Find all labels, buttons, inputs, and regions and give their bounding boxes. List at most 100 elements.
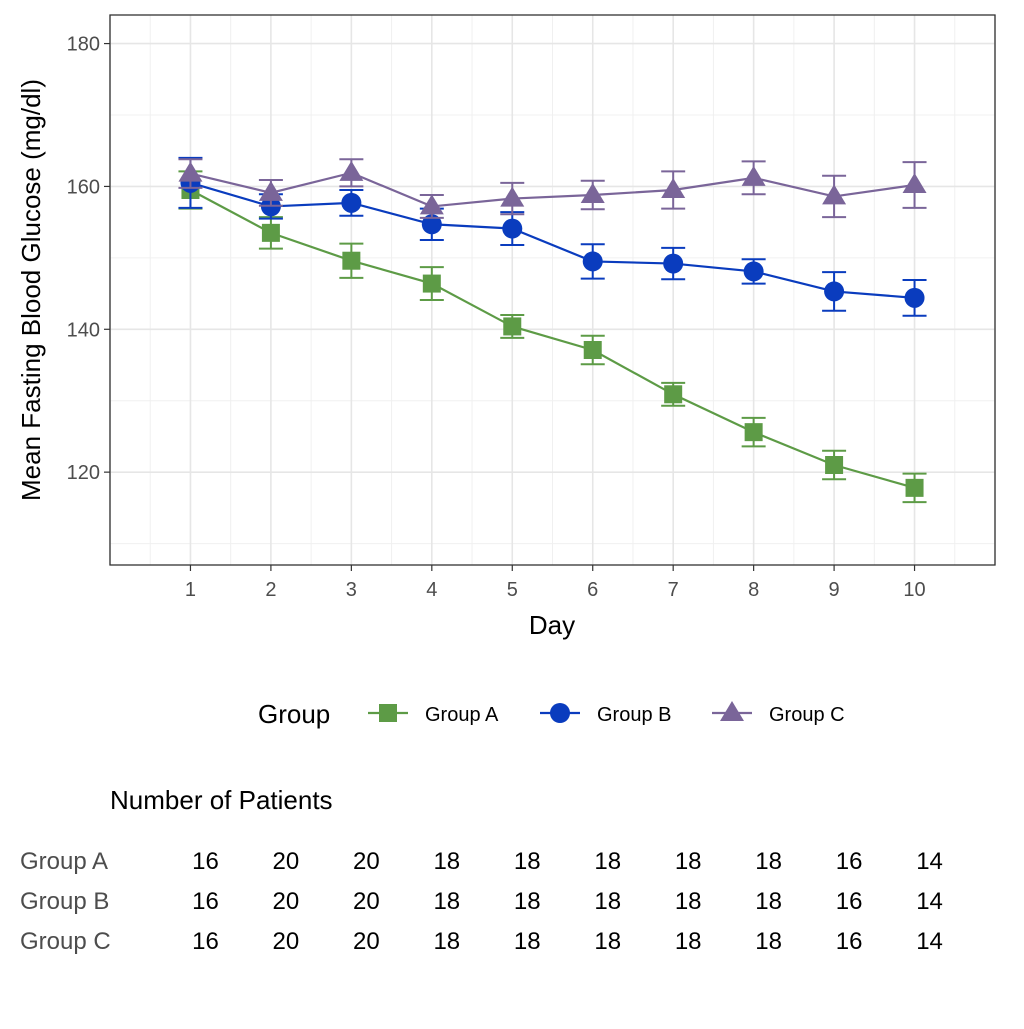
series-group-b [178, 156, 927, 317]
data-point-group-a [664, 385, 683, 404]
x-tick-label: 6 [587, 579, 598, 601]
patient-count-row: Group C 16 20 20 18 18 18 18 18 16 14 [20, 928, 943, 955]
data-point-group-b [904, 287, 925, 308]
legend-item-group-c: Group C [712, 701, 845, 726]
data-point-group-a [744, 423, 763, 442]
patient-count-cell: 18 [594, 928, 621, 955]
legend-label: Group B [597, 704, 671, 726]
patient-count-cell: 18 [675, 928, 702, 955]
x-tick-label: 7 [668, 579, 679, 601]
data-point-group-a [825, 456, 844, 474]
series-group-c [178, 158, 927, 219]
patient-count-cell: 18 [755, 888, 782, 915]
legend-item-group-b: Group B [540, 703, 671, 726]
patient-count-cell: 18 [675, 888, 702, 915]
data-point-group-c [580, 183, 605, 203]
series-layer [178, 156, 927, 504]
patient-count-cell: 14 [916, 888, 943, 915]
legend-key-marker [379, 704, 397, 722]
patient-count-table-title: Number of Patients [110, 785, 333, 815]
data-point-group-c [258, 180, 283, 201]
x-tick-label: 5 [507, 579, 518, 601]
legend-items: Group A Group B Group C [368, 701, 845, 726]
patient-count-cell: 18 [514, 848, 541, 875]
data-point-group-c [500, 186, 525, 207]
patient-count-cell: 18 [433, 888, 460, 915]
y-tick-label: 140 [67, 319, 100, 341]
data-point-group-b [743, 261, 764, 282]
patient-count-row: Group A 16 20 20 18 18 18 18 18 16 14 [20, 848, 943, 875]
plot-panel-border [109, 14, 996, 566]
patient-count-cell: 18 [433, 848, 460, 875]
data-point-group-b [341, 192, 362, 213]
patient-count-row-label: Group C [20, 928, 111, 955]
patient-count-cell: 18 [755, 928, 782, 955]
x-tick-label: 10 [903, 579, 925, 601]
series-line-group-a [189, 189, 915, 489]
patient-count-cell: 18 [514, 928, 541, 955]
patient-count-cell: 16 [836, 888, 863, 915]
legend-label: Group A [425, 704, 499, 726]
patient-count-row-label: Group A [20, 848, 108, 875]
y-tick-label: 120 [67, 462, 100, 484]
series-line-group-b [190, 181, 915, 299]
patient-count-cell: 20 [273, 888, 300, 915]
y-tick-label: 180 [67, 34, 100, 56]
patient-count-cell: 16 [836, 928, 863, 955]
patient-count-cell: 16 [192, 928, 219, 955]
patient-count-cell: 14 [916, 848, 943, 875]
x-axis-title: Day [529, 610, 575, 640]
data-point-group-a [503, 317, 522, 336]
patient-count-cell: 20 [353, 888, 380, 915]
patient-count-cell: 20 [273, 848, 300, 875]
patient-count-row: Group B 16 20 20 18 18 18 18 18 16 14 [20, 888, 943, 915]
x-tick-label: 2 [265, 579, 276, 601]
patient-count-cell: 18 [594, 848, 621, 875]
data-point-group-a [261, 223, 280, 242]
data-point-group-b [502, 218, 523, 239]
x-tick-label: 9 [829, 579, 840, 601]
axis-layer: 1 2 3 4 5 6 7 8 9 10 120 140 160 180 [67, 34, 926, 601]
x-tick-label: 8 [748, 579, 759, 601]
patient-count-cell: 20 [353, 848, 380, 875]
y-tick-label: 160 [67, 176, 100, 198]
legend-label: Group C [769, 704, 845, 726]
legend-item-group-a: Group A [368, 704, 499, 726]
data-point-group-c [822, 184, 847, 205]
data-point-group-c [178, 161, 203, 182]
data-point-group-b [421, 214, 442, 235]
patient-count-cell: 18 [594, 888, 621, 915]
x-tick-label: 3 [346, 579, 357, 601]
patient-count-cell: 20 [273, 928, 300, 955]
patient-count-row-label: Group B [20, 888, 109, 915]
legend-key-marker [550, 703, 570, 723]
legend-title: Group [258, 699, 330, 729]
data-point-group-a [342, 251, 361, 270]
data-point-group-b [824, 281, 845, 302]
data-point-group-b [582, 251, 603, 272]
legend-key-marker [720, 701, 744, 721]
x-tick-label: 1 [185, 579, 196, 601]
data-point-group-b [663, 253, 684, 274]
series-line-group-c [190, 171, 915, 208]
data-point-group-c [902, 173, 927, 193]
data-point-group-a [905, 478, 924, 497]
data-point-group-a [583, 341, 602, 359]
patient-count-cell: 18 [755, 848, 782, 875]
legend: Group Group A Group B Group C [258, 699, 845, 729]
patient-count-cell: 16 [192, 888, 219, 915]
data-point-group-c [419, 194, 444, 215]
patient-count-cell: 16 [836, 848, 863, 875]
patient-count-cell: 14 [916, 928, 943, 955]
data-point-group-c [741, 165, 766, 186]
data-point-group-c [661, 178, 686, 198]
patient-count-cell: 18 [514, 888, 541, 915]
patient-count-cell: 20 [353, 928, 380, 955]
y-axis-title: Mean Fasting Blood Glucose (mg/dl) [16, 79, 46, 501]
data-point-group-c [339, 160, 364, 181]
patient-count-cell: 18 [433, 928, 460, 955]
data-point-group-a [422, 274, 441, 293]
patient-count-cell: 16 [192, 848, 219, 875]
